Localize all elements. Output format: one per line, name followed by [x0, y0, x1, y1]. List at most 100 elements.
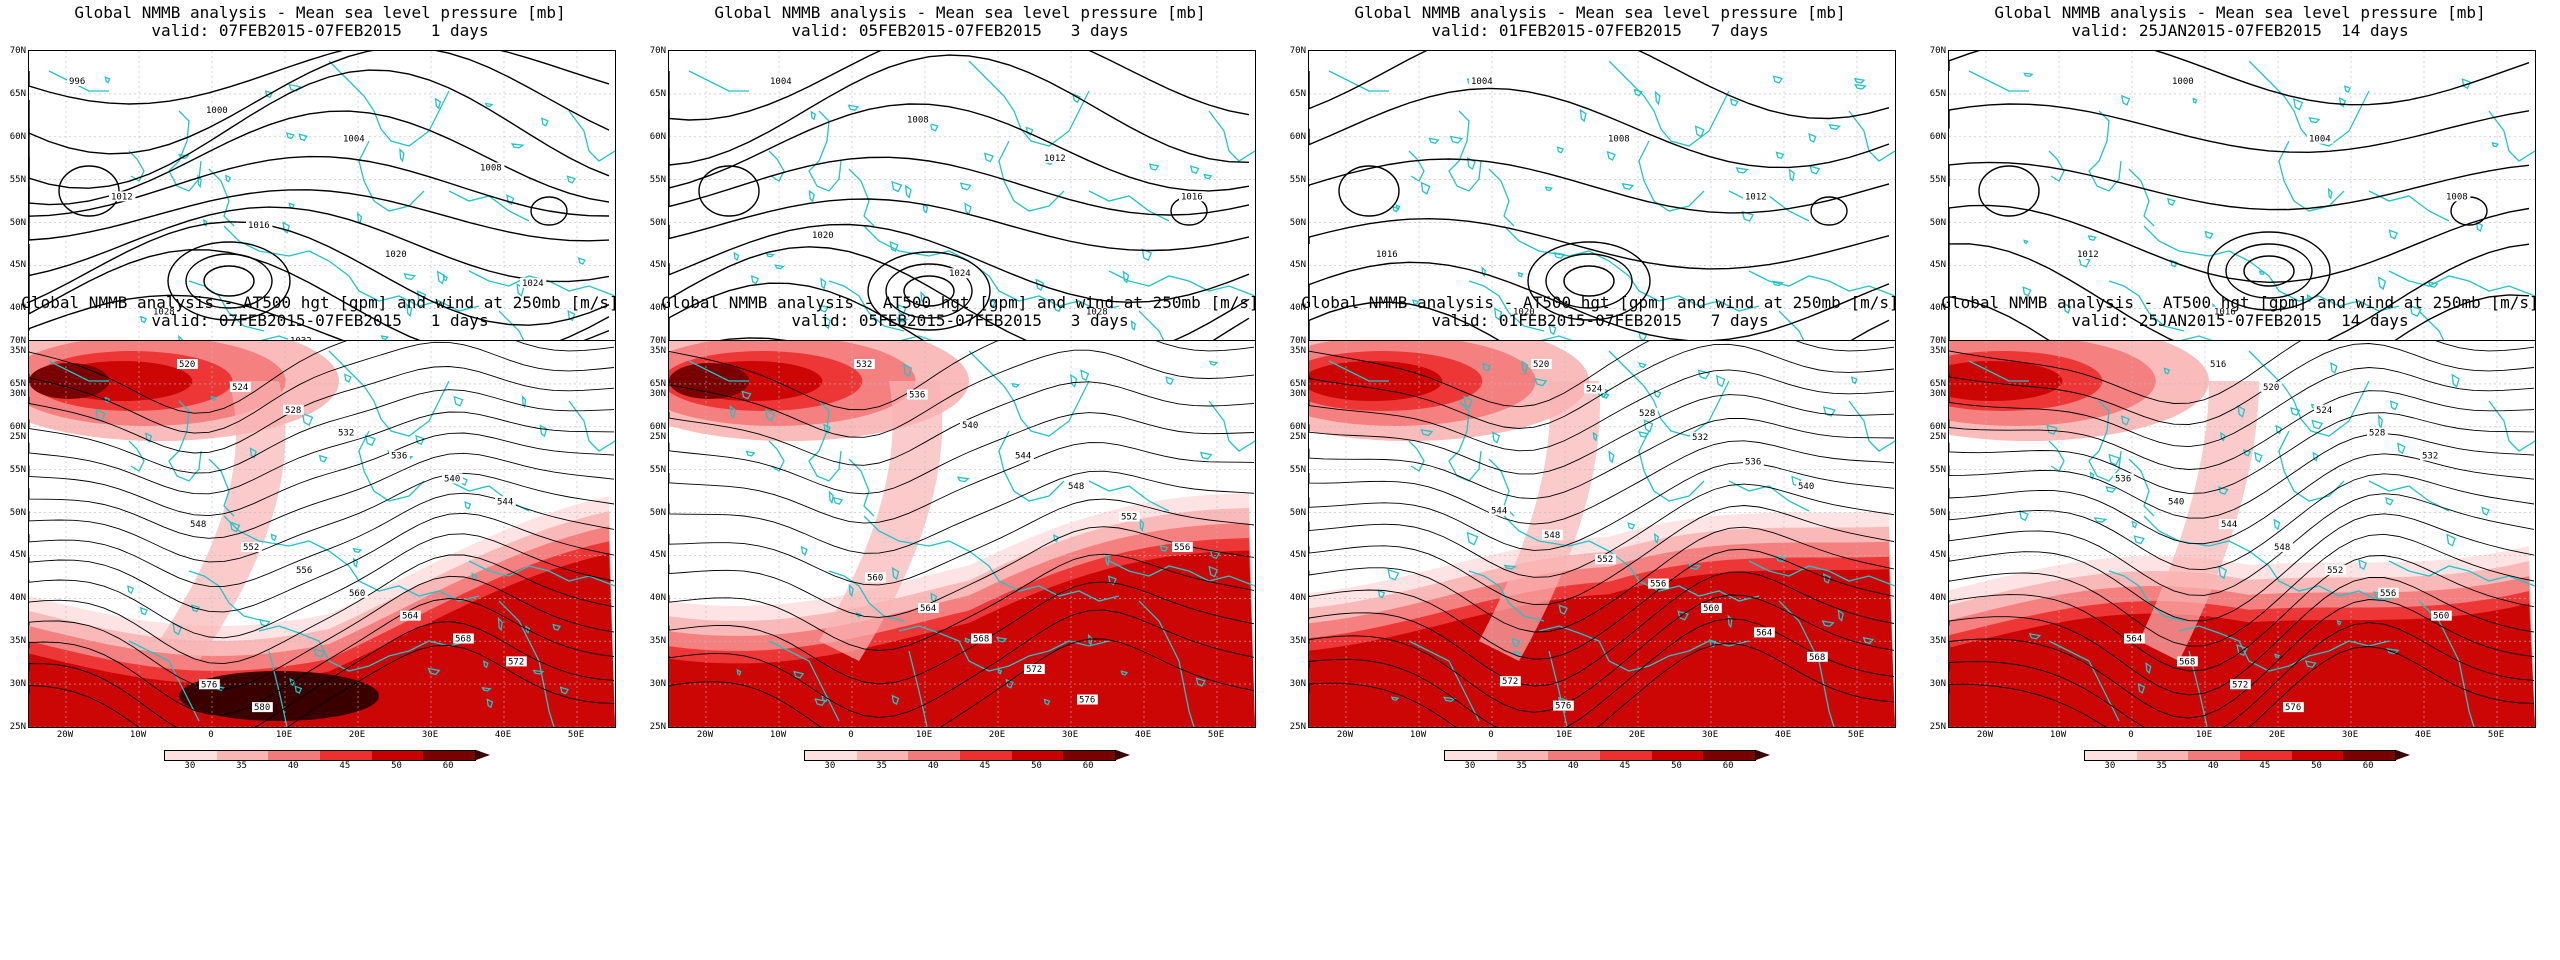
isobar	[29, 221, 610, 326]
label-bg	[1531, 359, 1552, 369]
colorbar-tick-label: 60	[1082, 761, 1094, 771]
coastline	[1328, 360, 1389, 382]
island	[2358, 559, 2368, 571]
isobar-label: 996	[69, 77, 85, 87]
label-bg	[2124, 633, 2145, 644]
coastline	[128, 440, 145, 472]
lat-tick-label: 30N	[649, 389, 666, 400]
colorbar-tick-label: 45	[339, 761, 351, 771]
lon-tick-label: 30E	[421, 730, 439, 740]
lat-tick-label: 40N	[9, 593, 26, 604]
island	[1053, 303, 1063, 313]
island	[510, 143, 525, 149]
coastline	[2128, 168, 2155, 227]
lon-tick-label: 0	[208, 730, 214, 740]
island	[1694, 125, 1705, 138]
label-bg	[1743, 456, 1764, 467]
island	[1850, 376, 1858, 385]
lat-tick-label: 65N	[1289, 88, 1306, 99]
isobar	[29, 69, 610, 189]
height-label: 576	[201, 680, 217, 690]
coastline	[1088, 190, 1170, 222]
island	[1775, 555, 1787, 563]
lat-tick-label: 30N	[9, 679, 26, 690]
isobar	[1949, 103, 2530, 154]
island	[2243, 449, 2252, 457]
lat-tick-label: 30N	[1289, 389, 1306, 400]
coastline	[848, 168, 875, 227]
island	[464, 501, 472, 510]
colorbar-tick-label: 30	[184, 761, 196, 771]
lon-tick-label: 10E	[915, 730, 933, 740]
height-label: 540	[1798, 482, 1814, 492]
island	[2427, 281, 2439, 288]
label-bg	[241, 542, 262, 552]
island	[2275, 424, 2283, 435]
lat-tick-label: 60N	[1289, 131, 1306, 142]
label-bg	[294, 564, 315, 575]
island	[1011, 382, 1021, 388]
lat-tick-label: 30N	[649, 679, 666, 690]
height-label: 576	[1079, 696, 1095, 706]
label-bg	[1542, 529, 1563, 540]
island	[567, 310, 576, 322]
isobar-layer	[669, 51, 1250, 422]
height-contour	[1309, 618, 1895, 727]
island	[983, 152, 994, 163]
island	[539, 424, 548, 438]
height-contour	[29, 621, 615, 727]
at500-panel: Global NMMB analysis - AT500 hgt [gpm] a…	[1920, 290, 2560, 771]
island	[1709, 638, 1717, 648]
lat-tick-label: 50N	[649, 217, 666, 228]
island	[532, 669, 545, 675]
island	[929, 122, 939, 132]
colorbar-min-arrow	[790, 750, 804, 760]
lat-tick-label: 50N	[9, 217, 26, 228]
coastline	[2278, 430, 2345, 502]
label-bg	[2219, 519, 2240, 530]
island	[1772, 75, 1783, 84]
coastline	[808, 400, 842, 482]
coastline	[328, 350, 450, 437]
lat-tick-label: 60N	[1929, 131, 1946, 142]
lat-tick-label: 30N	[1929, 679, 1946, 690]
height-label: 524	[2316, 406, 2332, 416]
lon-tick-label: 50E	[2487, 730, 2505, 740]
colorbar-tick-label: 35	[236, 761, 247, 771]
island	[2131, 520, 2138, 529]
lat-tick-label: 60N	[9, 131, 26, 142]
island	[202, 218, 208, 227]
label-bg	[2261, 381, 2282, 392]
coastline	[968, 60, 1090, 147]
coastline	[1448, 400, 1482, 482]
label-bg	[177, 359, 198, 369]
height-contour	[669, 412, 1255, 495]
lon-tick-label: 30E	[1701, 730, 1719, 740]
height-label: 544	[1491, 506, 1507, 516]
panel-title: Global NMMB analysis - Mean sea level pr…	[1994, 3, 2486, 22]
coastline	[1748, 560, 1895, 587]
island	[1035, 278, 1045, 292]
island	[127, 585, 135, 594]
colorbar-scale	[1444, 750, 1756, 761]
island	[1548, 323, 1557, 336]
height-contour	[1309, 483, 1895, 578]
island	[1105, 552, 1110, 567]
height-label: 552	[1597, 555, 1613, 565]
lat-tick-label: 70N	[1289, 336, 1306, 346]
lon-tick-label: 20W	[1976, 730, 1994, 740]
lon-tick-label: 10W	[129, 730, 147, 740]
lat-tick-label: 45N	[1289, 260, 1306, 271]
island	[1412, 299, 1420, 306]
colorbar-max-arrow	[1756, 750, 1770, 760]
colorbar-tick-label: 40	[927, 761, 939, 771]
isobar-label: 1020	[1513, 308, 1535, 318]
height-contour	[1309, 594, 1895, 713]
coastline	[1748, 270, 1895, 297]
height-contour	[669, 581, 1255, 685]
coastline	[448, 480, 530, 512]
height-labels: 520 524 528 532 536 540 544 548 552 556 560 564 568 5…	[177, 359, 527, 713]
coastline	[2368, 480, 2450, 512]
island	[903, 363, 913, 378]
height-contour	[29, 598, 615, 715]
